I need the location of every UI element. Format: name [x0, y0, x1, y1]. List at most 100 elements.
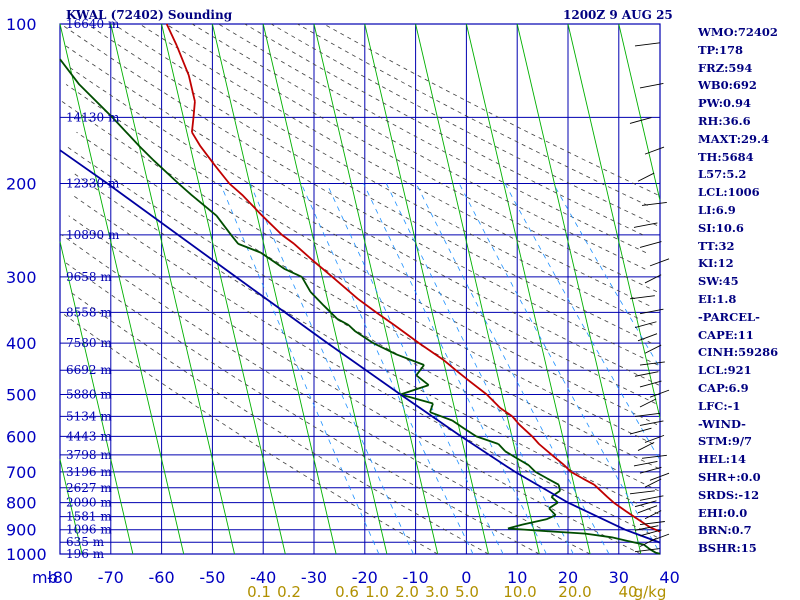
wind-barb — [644, 510, 662, 520]
wind-barb — [637, 333, 658, 342]
dewpoint-trace — [59, 58, 661, 555]
wind-barb — [639, 466, 662, 474]
height-label: 5134 m — [66, 409, 112, 423]
temperature-tick-label: 20 — [558, 568, 578, 587]
isotherm-line — [262, 23, 388, 555]
pressure-tick-label: 300 — [6, 268, 37, 287]
isotherm-line — [415, 23, 540, 555]
dry-adiabat-line — [139, 23, 650, 307]
dry-adiabat-line — [60, 23, 658, 366]
isotherm-line — [516, 23, 642, 555]
stability-index: FRZ:594 — [698, 60, 753, 75]
wind-barb — [639, 420, 664, 426]
wind-barb — [629, 295, 655, 300]
stability-index: SRDS:-12 — [698, 487, 760, 502]
height-label: 8558 m — [66, 305, 112, 319]
stability-index: HEL:14 — [698, 452, 746, 467]
pressure-tick-label: 900 — [6, 521, 37, 540]
temperature-tick-label: 30 — [609, 568, 629, 587]
pressure-axis-unit: mb — [32, 568, 58, 587]
mixing-ratio-label: 2.0 — [395, 583, 419, 600]
wind-barb — [644, 274, 662, 284]
dry-adiabat-line — [65, 45, 660, 386]
pressure-tick-label: 700 — [6, 463, 37, 482]
pressure-tick-label: 100 — [6, 15, 37, 34]
pressure-tick-label: 200 — [6, 175, 37, 194]
parcel-trace — [59, 149, 661, 544]
pressure-tick-label: 600 — [6, 427, 37, 446]
stability-index: LI:6.9 — [698, 202, 736, 217]
stability-index: LFC:-1 — [698, 398, 741, 413]
stability-index: RH:36.6 — [698, 113, 751, 128]
height-label: 14130 m — [66, 110, 120, 124]
stability-indices-panel: WMO:72402 TP:178 FRZ:594 WB0:692 PW:0.94 RH:3… — [698, 24, 778, 558]
height-label: 6692 m — [66, 363, 112, 377]
wind-barb — [637, 442, 655, 451]
height-label: 4443 m — [66, 429, 112, 443]
stability-index: CAPE:11 — [698, 327, 754, 342]
wind-barbs — [629, 42, 670, 553]
wind-barb — [637, 172, 655, 182]
pressure-tick-label: 500 — [6, 385, 37, 404]
mixing-ratio-line — [326, 183, 504, 555]
wind-barb — [629, 117, 652, 124]
wind-barb — [639, 521, 665, 526]
wind-barb — [634, 412, 660, 417]
mixing-ratio-label: 0.6 — [335, 583, 359, 600]
stability-index: -PARCEL- — [698, 309, 760, 324]
wind-barb — [641, 201, 667, 206]
isotherm-line — [110, 23, 235, 555]
dry-adiabat-line — [71, 194, 658, 538]
sounding-traces — [59, 23, 661, 555]
temperature-tick-label: -20 — [352, 568, 378, 587]
dry-adiabat-line — [244, 23, 644, 236]
wind-barb — [633, 222, 658, 228]
temperature-tick-label: -40 — [250, 568, 276, 587]
stability-index: LCL:1006 — [698, 185, 760, 200]
mixing-ratio-line — [504, 183, 660, 459]
mixing-ratio-label: g/kg — [634, 583, 667, 600]
temperature-tick-label: -50 — [199, 568, 225, 587]
stability-index: L57:5.2 — [698, 167, 747, 182]
dry-adiabat-line — [76, 131, 660, 469]
stability-index: -WIND- — [698, 416, 746, 431]
stability-index: BRN:0.7 — [698, 523, 752, 538]
dry-adiabat-line — [60, 312, 438, 555]
wind-barb — [649, 472, 670, 481]
wind-barb — [633, 460, 658, 467]
wind-barb — [649, 389, 670, 398]
chart-title: KWAL (72402) Sounding — [66, 8, 233, 22]
plot-grid — [59, 23, 661, 555]
mixing-ratio-line — [220, 183, 380, 555]
wind-barb — [634, 371, 659, 377]
wind-barb — [629, 490, 655, 495]
wind-barb — [644, 344, 662, 354]
temperature-tick-label: -80 — [47, 568, 73, 587]
dry-adiabat-line — [69, 291, 489, 555]
dry-adiabat-line — [271, 23, 658, 226]
wind-barb — [641, 454, 667, 459]
mixing-ratio-line — [249, 183, 414, 555]
dry-adiabats — [60, 23, 660, 555]
isotherm-line — [364, 23, 489, 555]
wind-barb — [634, 525, 659, 531]
stability-index: SW:45 — [698, 274, 739, 289]
mixing-ratio-label: 5.0 — [455, 583, 479, 600]
dry-adiabat-line — [61, 101, 654, 445]
stability-index: WB0:692 — [698, 78, 757, 93]
mixing-ratio-label: 0.2 — [277, 583, 301, 600]
temperature-tick-label: 0 — [461, 568, 471, 587]
stability-index: TT:32 — [698, 238, 735, 253]
height-label: 9658 m — [66, 270, 112, 284]
stability-index: LCL:921 — [698, 363, 752, 378]
isotherm-line — [161, 23, 286, 555]
wind-barb — [634, 548, 660, 553]
mixing-ratio-label: 20.0 — [558, 583, 591, 600]
isotherm-line — [211, 23, 337, 555]
wind-barb — [634, 42, 660, 47]
height-label: 12330 m — [66, 177, 120, 191]
wind-barb — [639, 529, 662, 537]
mixing-ratio-label: 40 — [618, 583, 637, 600]
